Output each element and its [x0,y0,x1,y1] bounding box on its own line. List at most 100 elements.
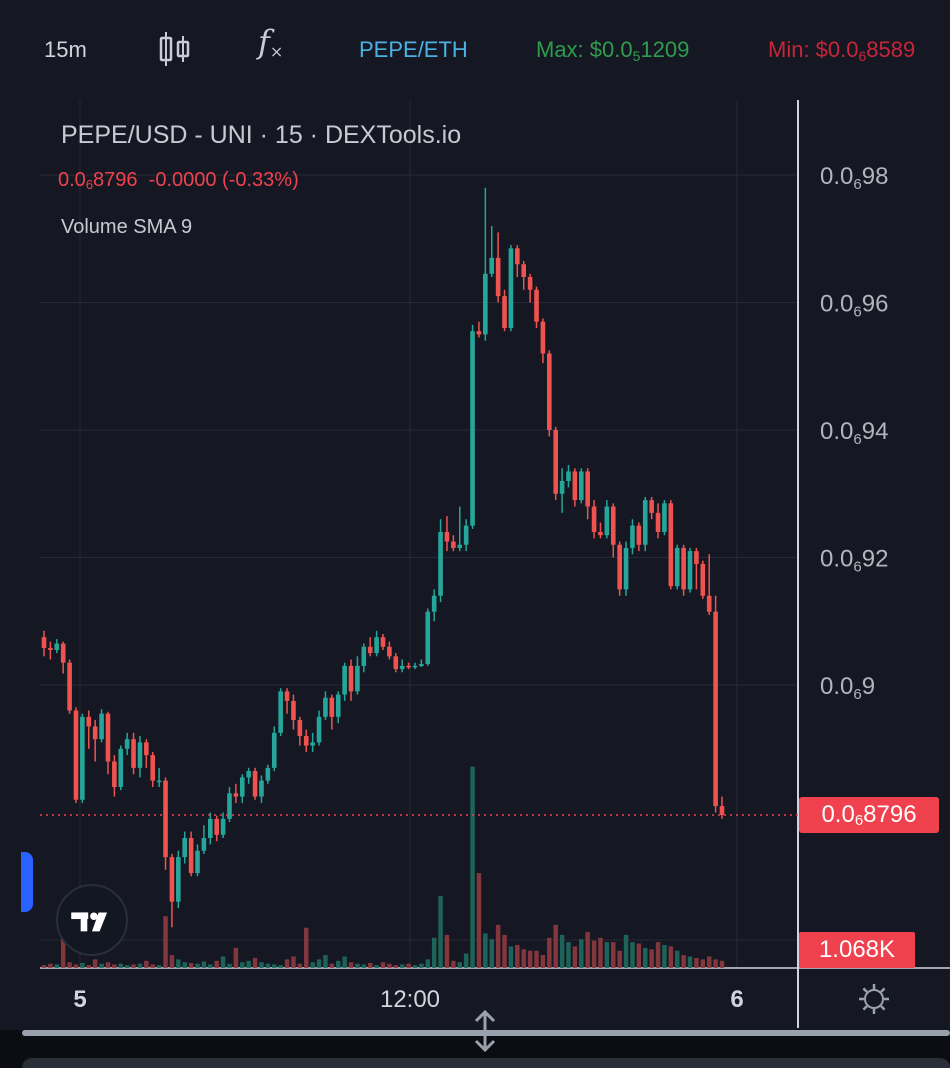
candle-body [393,656,399,670]
x-tick-label: 6 [730,986,743,1013]
volume-bar [662,944,667,968]
bottom-panel [22,1058,950,1068]
volume-bar [297,963,303,968]
candlestick-icon[interactable] [158,30,192,68]
y-tick-label: 0.0696 [820,291,888,321]
candle-body [188,838,194,874]
volume-bar [227,963,232,968]
volume-bar [630,942,635,968]
candle-body [719,806,725,816]
volume-bar [419,963,424,968]
y-axis-labels: 0.0698 0.0696 0.0694 0.0692 0.069 [820,163,888,703]
candle-body [150,755,156,781]
volume-bar [201,961,207,968]
volume-bar [361,964,367,968]
volume-bar [67,962,72,968]
volume-bar [156,965,162,968]
candle-body [201,838,207,851]
candle-body [489,257,495,274]
volume-bar [521,949,526,968]
candle-body [80,716,85,800]
candle-body [60,643,66,663]
candle-body [412,665,418,668]
volume-bar [182,962,187,968]
candle-body [92,726,98,740]
volume-bar [118,963,123,968]
volume-bar [48,963,53,968]
volume-bar [694,957,699,968]
volume-bar [540,955,546,968]
volume-bar [451,960,456,968]
candle-body [374,637,379,654]
candle-body [578,471,584,501]
volume-bar [547,937,552,968]
candle-body [86,716,92,727]
candle-body [54,643,60,650]
candles [41,187,725,928]
volume-bar [681,955,686,968]
candle-body [642,500,648,545]
candle-body [316,716,322,743]
volume-indicator-label[interactable]: Volume SMA 9 [61,216,193,238]
candle-body [483,273,488,335]
volume-bar [406,963,411,968]
candle-body [617,544,622,590]
candle-body [239,777,245,797]
volume-bar [272,964,277,968]
volume-bar [527,950,533,968]
volume-bar [380,962,386,968]
candle-body [425,611,431,664]
candle-body [137,742,143,768]
volume-bar [367,962,373,968]
candle-body [291,700,296,721]
candle-body [163,780,168,858]
volume-bar [259,962,264,968]
resize-vertical-icon[interactable] [471,1008,499,1054]
candle-body [521,264,527,277]
candle-body [515,248,520,265]
y-tick-label: 0.069 [820,673,875,703]
candle-body [131,739,136,768]
function-icon[interactable]: f× [258,23,284,61]
volume-bar [604,942,610,968]
candle-body [431,595,437,612]
volume-bar [374,965,379,968]
candle-body [214,818,220,835]
candle-body [559,481,565,494]
volume-bar [706,956,712,968]
volume-bar [214,960,219,968]
volume-bar [674,950,680,968]
chart-area[interactable]: 0.0698 0.0696 0.0694 0.0692 0.069 5 12:00 6 [0,100,950,1030]
volume-bar [431,937,437,968]
volume-bar [131,964,136,968]
candle-body [694,551,699,564]
volume-bar [73,964,79,968]
volume-bar [233,947,239,968]
candle-body [329,697,335,717]
candle-body [451,541,456,548]
settings-gear-icon[interactable] [857,982,891,1016]
candle-body [566,471,571,481]
candle-body [387,646,392,657]
candle-body [48,648,53,650]
price-chart[interactable]: 0.0698 0.0696 0.0694 0.0692 0.069 5 12:00 6 [0,100,950,1030]
candle-body [259,780,264,797]
candle-body [195,850,200,874]
pair-switch-button[interactable]: PEPE/ETH [359,37,468,62]
volume-bar [208,964,213,968]
volume-bar [323,955,328,968]
candle-body [662,503,667,532]
volume-bar [124,965,130,968]
candle-body [508,248,514,328]
volume-bar [86,965,92,968]
interval-button[interactable]: 15m [44,37,87,62]
side-panel-toggle[interactable] [21,852,33,912]
tradingview-logo-icon[interactable] [56,884,128,956]
top-toolbar: 15m f× PEPE/ETH Max: $0.051209 Min: $0.0… [0,0,950,100]
volume-bar [112,964,117,968]
candle-body [591,506,597,532]
volume-bar [438,896,443,968]
volume-bar [579,939,584,968]
y-tick-label: 0.0694 [820,418,888,448]
volume-bar [636,943,642,968]
